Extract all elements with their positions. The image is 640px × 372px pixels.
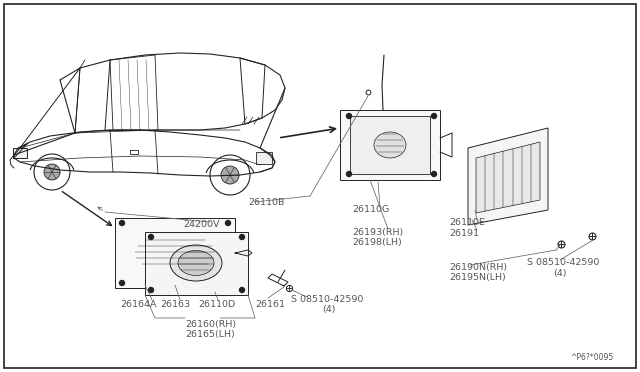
Text: 26110G: 26110G <box>352 205 389 214</box>
Text: 26164A: 26164A <box>120 300 157 309</box>
Text: (4): (4) <box>553 269 566 278</box>
Text: 24200V: 24200V <box>183 220 220 229</box>
Text: (4): (4) <box>322 305 335 314</box>
Circle shape <box>431 113 436 119</box>
Text: 26190N(RH): 26190N(RH) <box>449 263 507 272</box>
Polygon shape <box>340 110 440 180</box>
Circle shape <box>120 280 125 285</box>
Circle shape <box>44 164 60 180</box>
Text: 26165(LH): 26165(LH) <box>185 330 235 339</box>
Circle shape <box>239 288 244 292</box>
FancyBboxPatch shape <box>350 116 430 174</box>
Text: S 08510-42590: S 08510-42590 <box>527 258 600 267</box>
Text: 26110B: 26110B <box>248 198 284 207</box>
Circle shape <box>225 280 230 285</box>
Circle shape <box>239 234 244 240</box>
Circle shape <box>221 166 239 184</box>
Circle shape <box>346 113 351 119</box>
Circle shape <box>148 288 154 292</box>
Text: 26191: 26191 <box>449 229 479 238</box>
Text: 26110D: 26110D <box>198 300 236 309</box>
Polygon shape <box>115 218 235 288</box>
Polygon shape <box>145 232 248 295</box>
Polygon shape <box>468 128 548 225</box>
FancyBboxPatch shape <box>13 148 27 158</box>
Text: ^P6?*0095: ^P6?*0095 <box>570 353 613 362</box>
Circle shape <box>225 221 230 225</box>
Ellipse shape <box>147 234 202 272</box>
Text: 26110E: 26110E <box>449 218 485 227</box>
Ellipse shape <box>374 132 406 158</box>
Text: 26198(LH): 26198(LH) <box>352 238 402 247</box>
Polygon shape <box>476 142 540 213</box>
Text: S 08510-42590: S 08510-42590 <box>291 295 364 304</box>
Circle shape <box>346 171 351 176</box>
Circle shape <box>148 234 154 240</box>
Text: 26193(RH): 26193(RH) <box>352 228 403 237</box>
Text: 26195N(LH): 26195N(LH) <box>449 273 506 282</box>
Text: 26163: 26163 <box>160 300 190 309</box>
Circle shape <box>431 171 436 176</box>
Text: 26160(RH): 26160(RH) <box>185 320 236 329</box>
FancyBboxPatch shape <box>256 152 272 164</box>
Circle shape <box>120 221 125 225</box>
Ellipse shape <box>155 239 195 267</box>
Ellipse shape <box>178 250 214 276</box>
Ellipse shape <box>170 245 222 281</box>
Text: 26161: 26161 <box>255 300 285 309</box>
